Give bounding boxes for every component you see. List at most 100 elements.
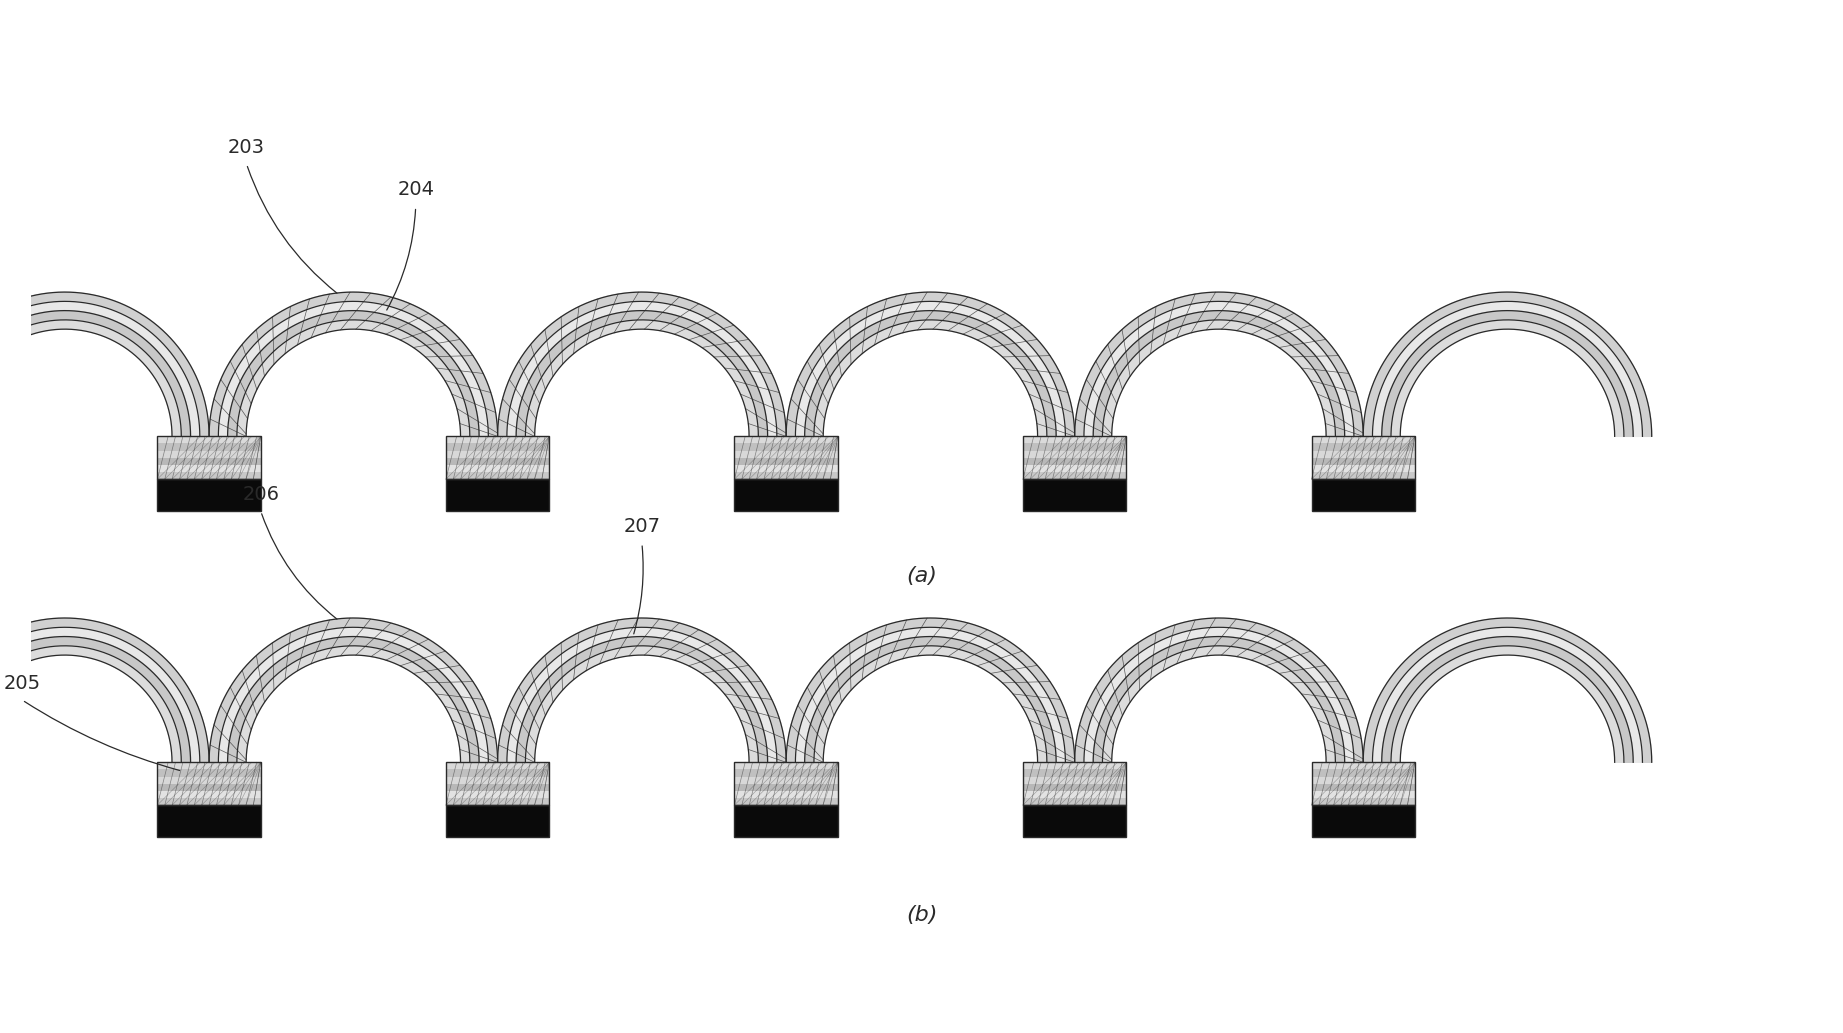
Bar <box>1023 436 1126 443</box>
Polygon shape <box>815 646 1047 762</box>
Bar <box>1023 465 1126 472</box>
Polygon shape <box>238 320 470 436</box>
Bar <box>1023 791 1126 797</box>
Polygon shape <box>516 311 769 436</box>
Polygon shape <box>0 618 208 762</box>
Bar <box>446 762 549 805</box>
Bar <box>446 436 549 479</box>
Bar <box>1312 784 1415 791</box>
Bar <box>1023 784 1126 791</box>
Bar <box>446 472 549 479</box>
Bar <box>157 436 260 443</box>
Text: 203: 203 <box>229 137 265 157</box>
Bar <box>1023 762 1126 770</box>
Polygon shape <box>787 618 1074 762</box>
Polygon shape <box>1074 618 1364 762</box>
Polygon shape <box>217 627 488 762</box>
Polygon shape <box>1084 302 1355 436</box>
Polygon shape <box>238 646 470 762</box>
Polygon shape <box>796 302 1065 436</box>
Bar <box>1312 762 1415 770</box>
Polygon shape <box>805 636 1056 762</box>
Bar <box>1023 443 1126 450</box>
Bar <box>446 770 549 777</box>
Bar <box>735 797 839 805</box>
Bar <box>157 472 260 479</box>
Polygon shape <box>525 646 757 762</box>
Polygon shape <box>796 627 1065 762</box>
Bar <box>1312 465 1415 472</box>
Polygon shape <box>0 302 199 436</box>
Bar <box>1023 777 1126 784</box>
Bar <box>1312 472 1415 479</box>
Bar <box>1023 479 1126 511</box>
Bar <box>1312 777 1415 784</box>
Bar <box>157 770 260 777</box>
Polygon shape <box>1074 292 1364 436</box>
Polygon shape <box>498 618 787 762</box>
Polygon shape <box>1364 292 1651 436</box>
Polygon shape <box>0 320 181 436</box>
Bar <box>1023 797 1126 805</box>
Bar <box>735 465 839 472</box>
Bar <box>157 762 260 770</box>
Bar <box>1023 472 1126 479</box>
Bar <box>735 458 839 465</box>
Bar <box>1023 458 1126 465</box>
Polygon shape <box>1102 320 1336 436</box>
Bar <box>1312 805 1415 837</box>
Bar <box>446 443 549 450</box>
Bar <box>157 797 260 805</box>
Bar <box>446 458 549 465</box>
Polygon shape <box>805 311 1056 436</box>
Bar <box>735 791 839 797</box>
Polygon shape <box>1391 646 1624 762</box>
Polygon shape <box>0 627 199 762</box>
Bar <box>1023 450 1126 458</box>
Bar <box>1312 479 1415 511</box>
Bar <box>735 450 839 458</box>
Bar <box>1312 443 1415 450</box>
Polygon shape <box>787 292 1074 436</box>
Polygon shape <box>227 311 479 436</box>
Bar <box>157 450 260 458</box>
Text: 204: 204 <box>398 181 435 199</box>
Bar <box>1023 436 1126 479</box>
Polygon shape <box>227 636 479 762</box>
Bar <box>157 465 260 472</box>
Bar <box>446 450 549 458</box>
Polygon shape <box>507 302 778 436</box>
Bar <box>157 805 260 837</box>
Bar <box>1312 458 1415 465</box>
Polygon shape <box>208 618 498 762</box>
Bar <box>446 791 549 797</box>
Bar <box>157 777 260 784</box>
Bar <box>157 443 260 450</box>
Bar <box>1023 805 1126 837</box>
Polygon shape <box>516 636 769 762</box>
Polygon shape <box>1382 636 1633 762</box>
Bar <box>735 443 839 450</box>
Bar <box>1312 436 1415 479</box>
Bar <box>1023 770 1126 777</box>
Polygon shape <box>525 320 757 436</box>
Bar <box>1312 436 1415 443</box>
Bar <box>735 762 839 770</box>
Bar <box>735 784 839 791</box>
Polygon shape <box>1093 311 1345 436</box>
Text: 206: 206 <box>241 486 280 504</box>
Bar <box>446 784 549 791</box>
Bar <box>735 805 839 837</box>
Polygon shape <box>507 627 778 762</box>
Bar <box>1312 770 1415 777</box>
Polygon shape <box>1364 618 1651 762</box>
Bar <box>1312 450 1415 458</box>
Polygon shape <box>1382 311 1633 436</box>
Bar <box>735 436 839 443</box>
Polygon shape <box>1102 646 1336 762</box>
Polygon shape <box>1373 302 1642 436</box>
Bar <box>446 465 549 472</box>
Polygon shape <box>498 292 787 436</box>
Polygon shape <box>1373 627 1642 762</box>
Bar <box>157 762 260 805</box>
